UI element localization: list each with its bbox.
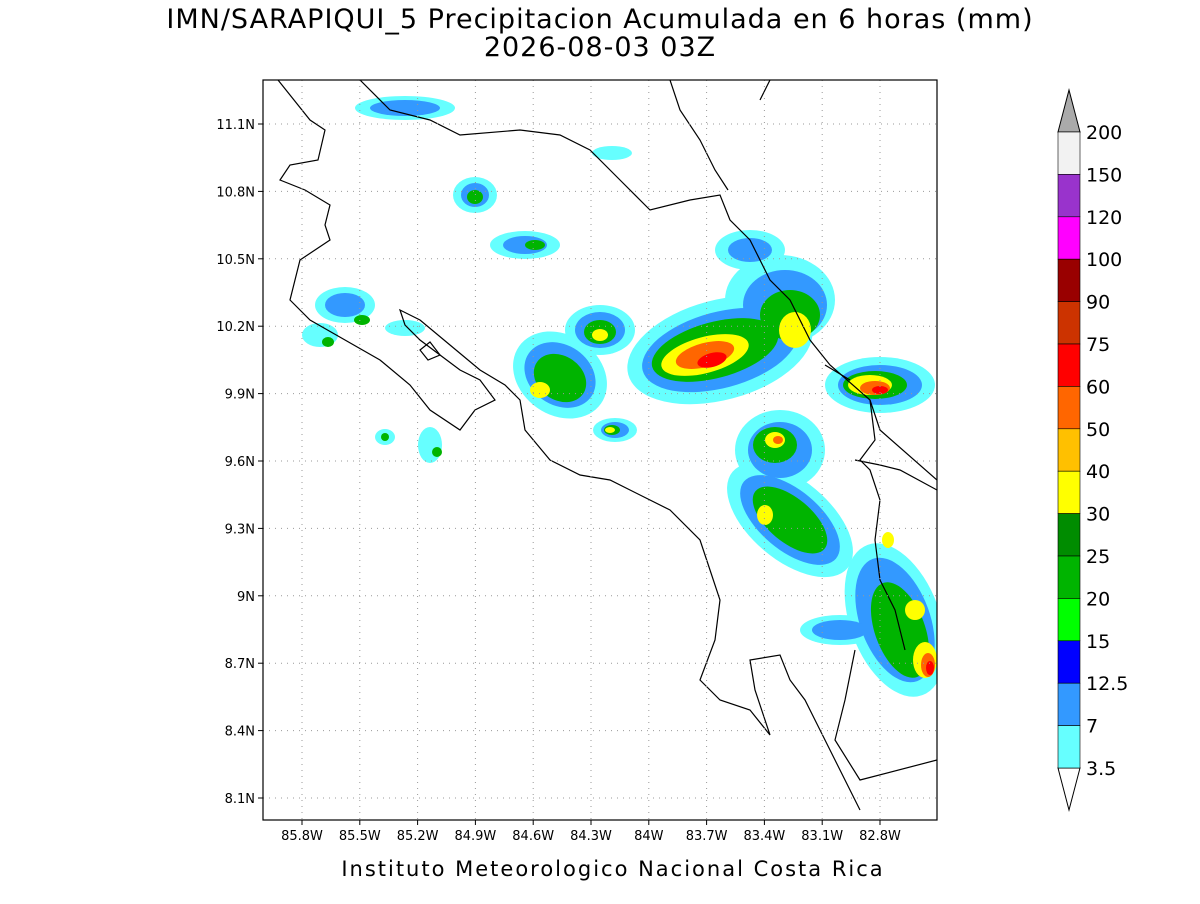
colorbar-label: 100 <box>1086 249 1122 271</box>
map-frame <box>262 79 938 821</box>
lat-label: 10.8N <box>216 185 255 200</box>
colorbar-label: 50 <box>1086 419 1110 441</box>
colorbar-label: 3.5 <box>1086 758 1116 780</box>
title: IMN/SARAPIQUI_5 Precipitacion Acumulada … <box>166 4 1033 35</box>
lon-label: 84.3W <box>570 829 612 844</box>
colorbar-swatch <box>1057 174 1081 218</box>
lon-label: 85.2W <box>397 829 439 844</box>
colorbar-swatch <box>1057 555 1081 599</box>
lat-label: 10.5N <box>216 253 255 268</box>
lon-label: 82.8W <box>859 829 901 844</box>
lon-label: 85.8W <box>281 829 323 844</box>
colorbar-label: 40 <box>1086 461 1110 483</box>
map: 11.1N 10.8N 10.5N 10.2N 9.9N 9.6N 9.3N 9N 8.7N 8.… <box>216 79 938 844</box>
colorbar-swatch <box>1057 343 1081 387</box>
colorbar-label: 20 <box>1086 588 1110 610</box>
lon-label: 83.4W <box>743 829 785 844</box>
lat-label: 9N <box>237 590 255 605</box>
colorbar-swatch <box>1057 428 1081 472</box>
lat-label: 9.6N <box>225 455 255 470</box>
colorbar-label: 60 <box>1086 376 1110 398</box>
colorbar-swatch <box>1057 470 1081 514</box>
footer: Instituto Meteorologico Nacional Costa R… <box>341 857 884 881</box>
lat-label: 8.4N <box>225 725 255 740</box>
colorbar-swatch <box>1057 258 1081 302</box>
colorbar-swatch <box>1057 513 1081 557</box>
colorbar-swatch <box>1057 386 1081 430</box>
colorbar-label: 200 <box>1086 122 1122 144</box>
colorbar-swatch <box>1057 301 1081 345</box>
subtitle: 2026-08-03 03Z <box>484 32 716 63</box>
colorbar-swatch <box>1057 216 1081 260</box>
colorbar: 200 150 120 100 90 75 60 50 40 30 25 20 15 12.5 7 3.5 <box>1057 88 1128 812</box>
colorbar-label: 75 <box>1086 334 1110 356</box>
lon-label: 83.1W <box>801 829 843 844</box>
colorbar-swatch <box>1057 131 1081 175</box>
colorbar-label: 120 <box>1086 207 1122 229</box>
colorbar-label: 7 <box>1086 716 1098 738</box>
lon-label: 84.9W <box>454 829 496 844</box>
colorbar-swatch <box>1057 682 1081 726</box>
colorbar-label: 90 <box>1086 292 1110 314</box>
lat-label: 8.1N <box>225 792 255 807</box>
lat-label: 11.1N <box>216 118 255 133</box>
colorbar-label: 12.5 <box>1086 673 1128 695</box>
lat-label: 8.7N <box>225 657 255 672</box>
colorbar-swatch <box>1057 725 1081 769</box>
colorbar-label: 30 <box>1086 504 1110 526</box>
coastline <box>277 80 937 811</box>
lat-label: 9.3N <box>225 522 255 537</box>
rain-field <box>302 96 937 697</box>
colorbar-swatch <box>1057 598 1081 642</box>
colorbar-swatch <box>1057 640 1081 684</box>
grid <box>263 80 937 820</box>
lon-label: 85.5W <box>339 829 381 844</box>
colorbar-label: 15 <box>1086 631 1110 653</box>
lat-label: 10.2N <box>216 320 255 335</box>
colorbar-label: 25 <box>1086 546 1110 568</box>
lat-label: 9.9N <box>225 388 255 403</box>
lon-label: 84.6W <box>512 829 554 844</box>
lon-label: 84W <box>634 829 664 844</box>
colorbar-label: 150 <box>1086 164 1122 186</box>
lon-label: 83.7W <box>686 829 728 844</box>
